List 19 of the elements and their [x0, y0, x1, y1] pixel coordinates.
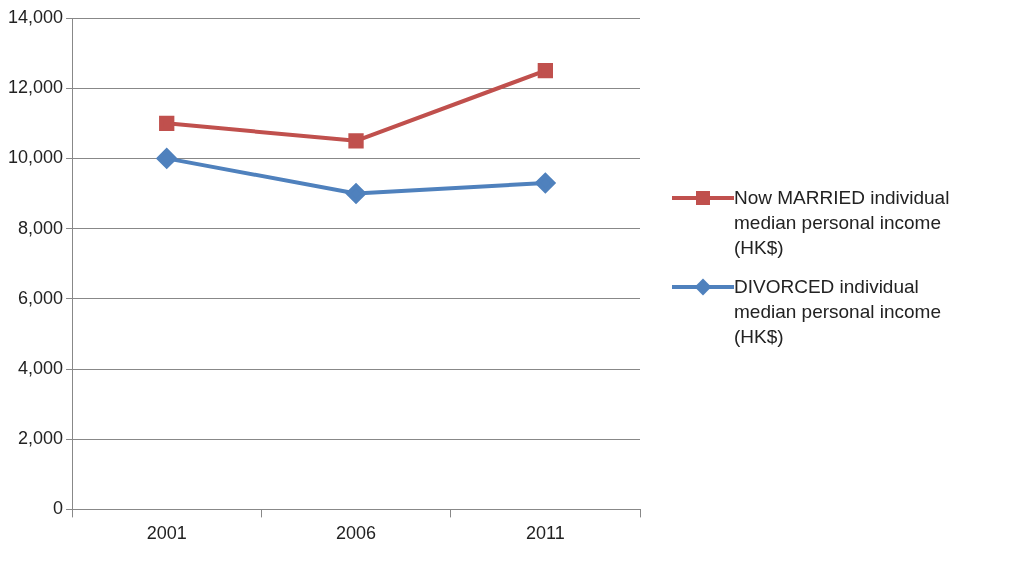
x-tick-label: 2006 — [336, 523, 377, 544]
y-tick-label: 8,000 — [18, 217, 64, 238]
y-tick-label: 2,000 — [18, 428, 64, 449]
y-tick-label: 12,000 — [7, 77, 64, 98]
point — [535, 172, 556, 193]
y-tick-label: 14,000 — [7, 6, 64, 27]
point — [346, 183, 367, 204]
legend-label: DIVORCED individual median personal income (HK$) — [734, 275, 942, 350]
point — [348, 133, 364, 149]
y-tick-label: 10,000 — [7, 147, 64, 168]
point — [537, 62, 553, 79]
x-tick-label: 2011 — [525, 523, 565, 544]
legend-label: Now MARRIED individual median personal income (HK$) — [734, 186, 951, 261]
point — [156, 148, 177, 169]
y-tick-label: 4,000 — [18, 357, 64, 378]
y-tick-label: 0 — [53, 498, 64, 519]
y-tick-label: 6,000 — [18, 287, 64, 308]
point — [159, 115, 175, 131]
x-tick-label: 2001 — [146, 523, 187, 544]
